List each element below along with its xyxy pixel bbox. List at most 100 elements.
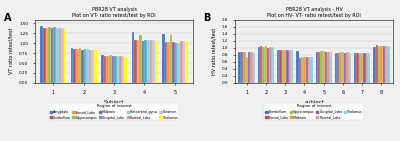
Bar <box>322 51 325 83</box>
Bar <box>114 56 117 83</box>
Bar <box>61 28 64 83</box>
Bar <box>250 52 252 83</box>
Title: PBR28 VT analysis - HV
Plot on HV- VT- ratio retest/test by ROI: PBR28 VT analysis - HV Plot on HV- VT- r… <box>267 7 361 18</box>
Bar <box>53 27 56 83</box>
Bar <box>368 53 370 83</box>
Bar <box>291 50 293 83</box>
Bar <box>385 46 387 83</box>
Bar <box>124 57 127 83</box>
Bar <box>51 28 53 83</box>
Bar <box>167 42 170 83</box>
Bar <box>327 52 330 83</box>
Bar <box>185 41 188 83</box>
Bar <box>387 46 390 83</box>
Bar <box>310 58 313 83</box>
Bar <box>84 49 86 83</box>
Bar <box>180 41 182 83</box>
Legend: Amygdala, Cerebellum, Frontal_Lobe, Hippocampus, Midbrain, Occipital_Lobe, Postc: Amygdala, Cerebellum, Frontal_Lobe, Hipp… <box>49 103 179 120</box>
Bar <box>155 41 157 83</box>
Bar <box>284 50 286 83</box>
Bar <box>308 58 310 83</box>
Bar <box>366 53 368 83</box>
Title: PBR28 VT analysis
Plot on VT- ratio retest/test by ROI: PBR28 VT analysis Plot on VT- ratio rete… <box>72 7 156 18</box>
Bar <box>137 40 139 83</box>
Bar <box>164 42 167 83</box>
X-axis label: Subject: Subject <box>104 100 124 105</box>
Bar <box>279 50 282 83</box>
Bar <box>320 51 322 83</box>
Bar <box>48 27 51 83</box>
Bar <box>150 40 152 83</box>
Bar <box>342 52 344 83</box>
Bar <box>272 47 274 83</box>
Bar <box>246 58 248 83</box>
Bar <box>178 43 180 83</box>
Text: A: A <box>4 13 11 23</box>
Bar <box>383 46 385 83</box>
Bar <box>299 58 301 83</box>
Y-axis label: VT ratio retest/test: VT ratio retest/test <box>8 28 14 74</box>
Text: B: B <box>204 13 211 23</box>
X-axis label: subject: subject <box>304 100 324 105</box>
Bar <box>58 28 61 83</box>
Bar <box>337 53 340 83</box>
Bar <box>40 26 43 83</box>
Bar <box>43 28 46 83</box>
Bar <box>182 41 185 83</box>
Bar <box>152 40 155 83</box>
Bar <box>316 52 318 83</box>
Y-axis label: HV ratio retest/test: HV ratio retest/test <box>211 27 216 75</box>
Bar <box>144 40 147 83</box>
Bar <box>306 58 308 83</box>
Bar <box>318 52 320 83</box>
Bar <box>262 47 265 83</box>
Bar <box>172 42 175 83</box>
Bar <box>354 53 356 83</box>
Bar <box>147 40 150 83</box>
Bar <box>301 58 303 83</box>
Bar <box>175 43 178 83</box>
Bar <box>104 56 106 83</box>
Bar <box>241 52 243 83</box>
Bar <box>162 34 164 83</box>
Bar <box>349 53 351 83</box>
Bar <box>296 51 299 83</box>
Bar <box>325 52 327 83</box>
Bar <box>106 56 109 83</box>
Bar <box>46 28 48 83</box>
Bar <box>86 49 89 83</box>
Bar <box>344 53 346 83</box>
Bar <box>361 53 364 83</box>
Bar <box>92 50 94 83</box>
Bar <box>132 32 134 83</box>
Bar <box>170 35 172 83</box>
Bar <box>248 52 250 83</box>
Bar <box>359 53 361 83</box>
Bar <box>282 50 284 83</box>
Bar <box>286 50 289 83</box>
Bar <box>378 46 380 83</box>
Bar <box>112 56 114 83</box>
Bar <box>376 45 378 83</box>
Bar <box>117 56 119 83</box>
Bar <box>265 46 267 83</box>
Legend: Cerebellum, Frontal_Lobe, Hippocampus, Midbrain, Occipital_Lobe, Parietal_Lobe, : Cerebellum, Frontal_Lobe, Hippocampus, M… <box>264 103 364 120</box>
Bar <box>101 55 104 83</box>
Bar <box>78 48 81 83</box>
Bar <box>364 53 366 83</box>
Bar <box>122 56 124 83</box>
Bar <box>56 28 58 83</box>
Bar <box>346 52 349 83</box>
Bar <box>139 35 142 83</box>
Bar <box>142 41 144 83</box>
Bar <box>238 52 241 83</box>
Bar <box>330 51 332 83</box>
Bar <box>277 50 279 83</box>
Bar <box>76 49 78 83</box>
Bar <box>340 52 342 83</box>
Bar <box>303 58 306 83</box>
Bar <box>270 47 272 83</box>
Bar <box>94 50 97 83</box>
Bar <box>260 46 262 83</box>
Bar <box>81 50 84 83</box>
